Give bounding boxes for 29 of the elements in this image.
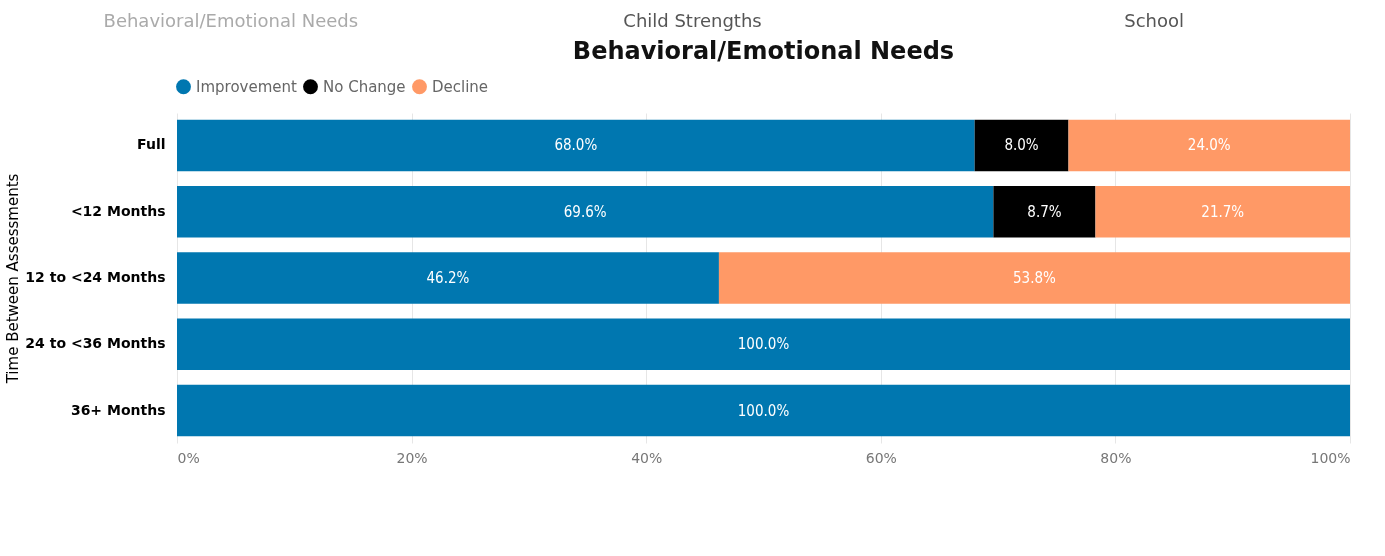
y-tick-label: 24 to <36 Months bbox=[25, 335, 166, 352]
y-tick-label: 36+ Months bbox=[70, 401, 166, 418]
x-tick-label: 80% bbox=[1100, 449, 1132, 466]
x-tick-label: 40% bbox=[631, 449, 663, 466]
text: School bbox=[1123, 9, 1186, 31]
data-label: 24.0% bbox=[1187, 136, 1231, 155]
data-label: 68.0% bbox=[554, 136, 598, 155]
text: Child Strengths bbox=[622, 9, 763, 31]
data-label: 46.2% bbox=[426, 269, 470, 287]
data-label: 69.6% bbox=[563, 202, 607, 221]
data-label: 8.0% bbox=[1004, 136, 1039, 155]
data-label: 21.7% bbox=[1201, 202, 1245, 221]
data-label: 8.7% bbox=[1027, 202, 1062, 221]
data-label: 100.0% bbox=[737, 401, 790, 420]
legend-label: No Change bbox=[323, 77, 406, 96]
y-axis-title: Time Between Assessments bbox=[4, 173, 23, 385]
data-label: 100.0% bbox=[737, 335, 790, 354]
y-tick-label: 12 to <24 Months bbox=[25, 269, 166, 285]
legend-label: Decline bbox=[432, 77, 489, 96]
text: Behavioral/Emotional Needs bbox=[102, 9, 360, 31]
chart-title: Behavioral/Emotional Needs bbox=[572, 37, 955, 65]
x-tick-label: 60% bbox=[865, 449, 897, 466]
legend-label: Improvement bbox=[196, 77, 298, 96]
x-tick-label: 20% bbox=[396, 449, 428, 466]
x-tick-label: 100% bbox=[1310, 449, 1351, 466]
data-label: 53.8% bbox=[1013, 269, 1057, 287]
y-tick-label: Full bbox=[137, 136, 166, 153]
y-tick-label: <12 Months bbox=[70, 202, 166, 219]
x-tick-label: 0% bbox=[177, 449, 200, 466]
